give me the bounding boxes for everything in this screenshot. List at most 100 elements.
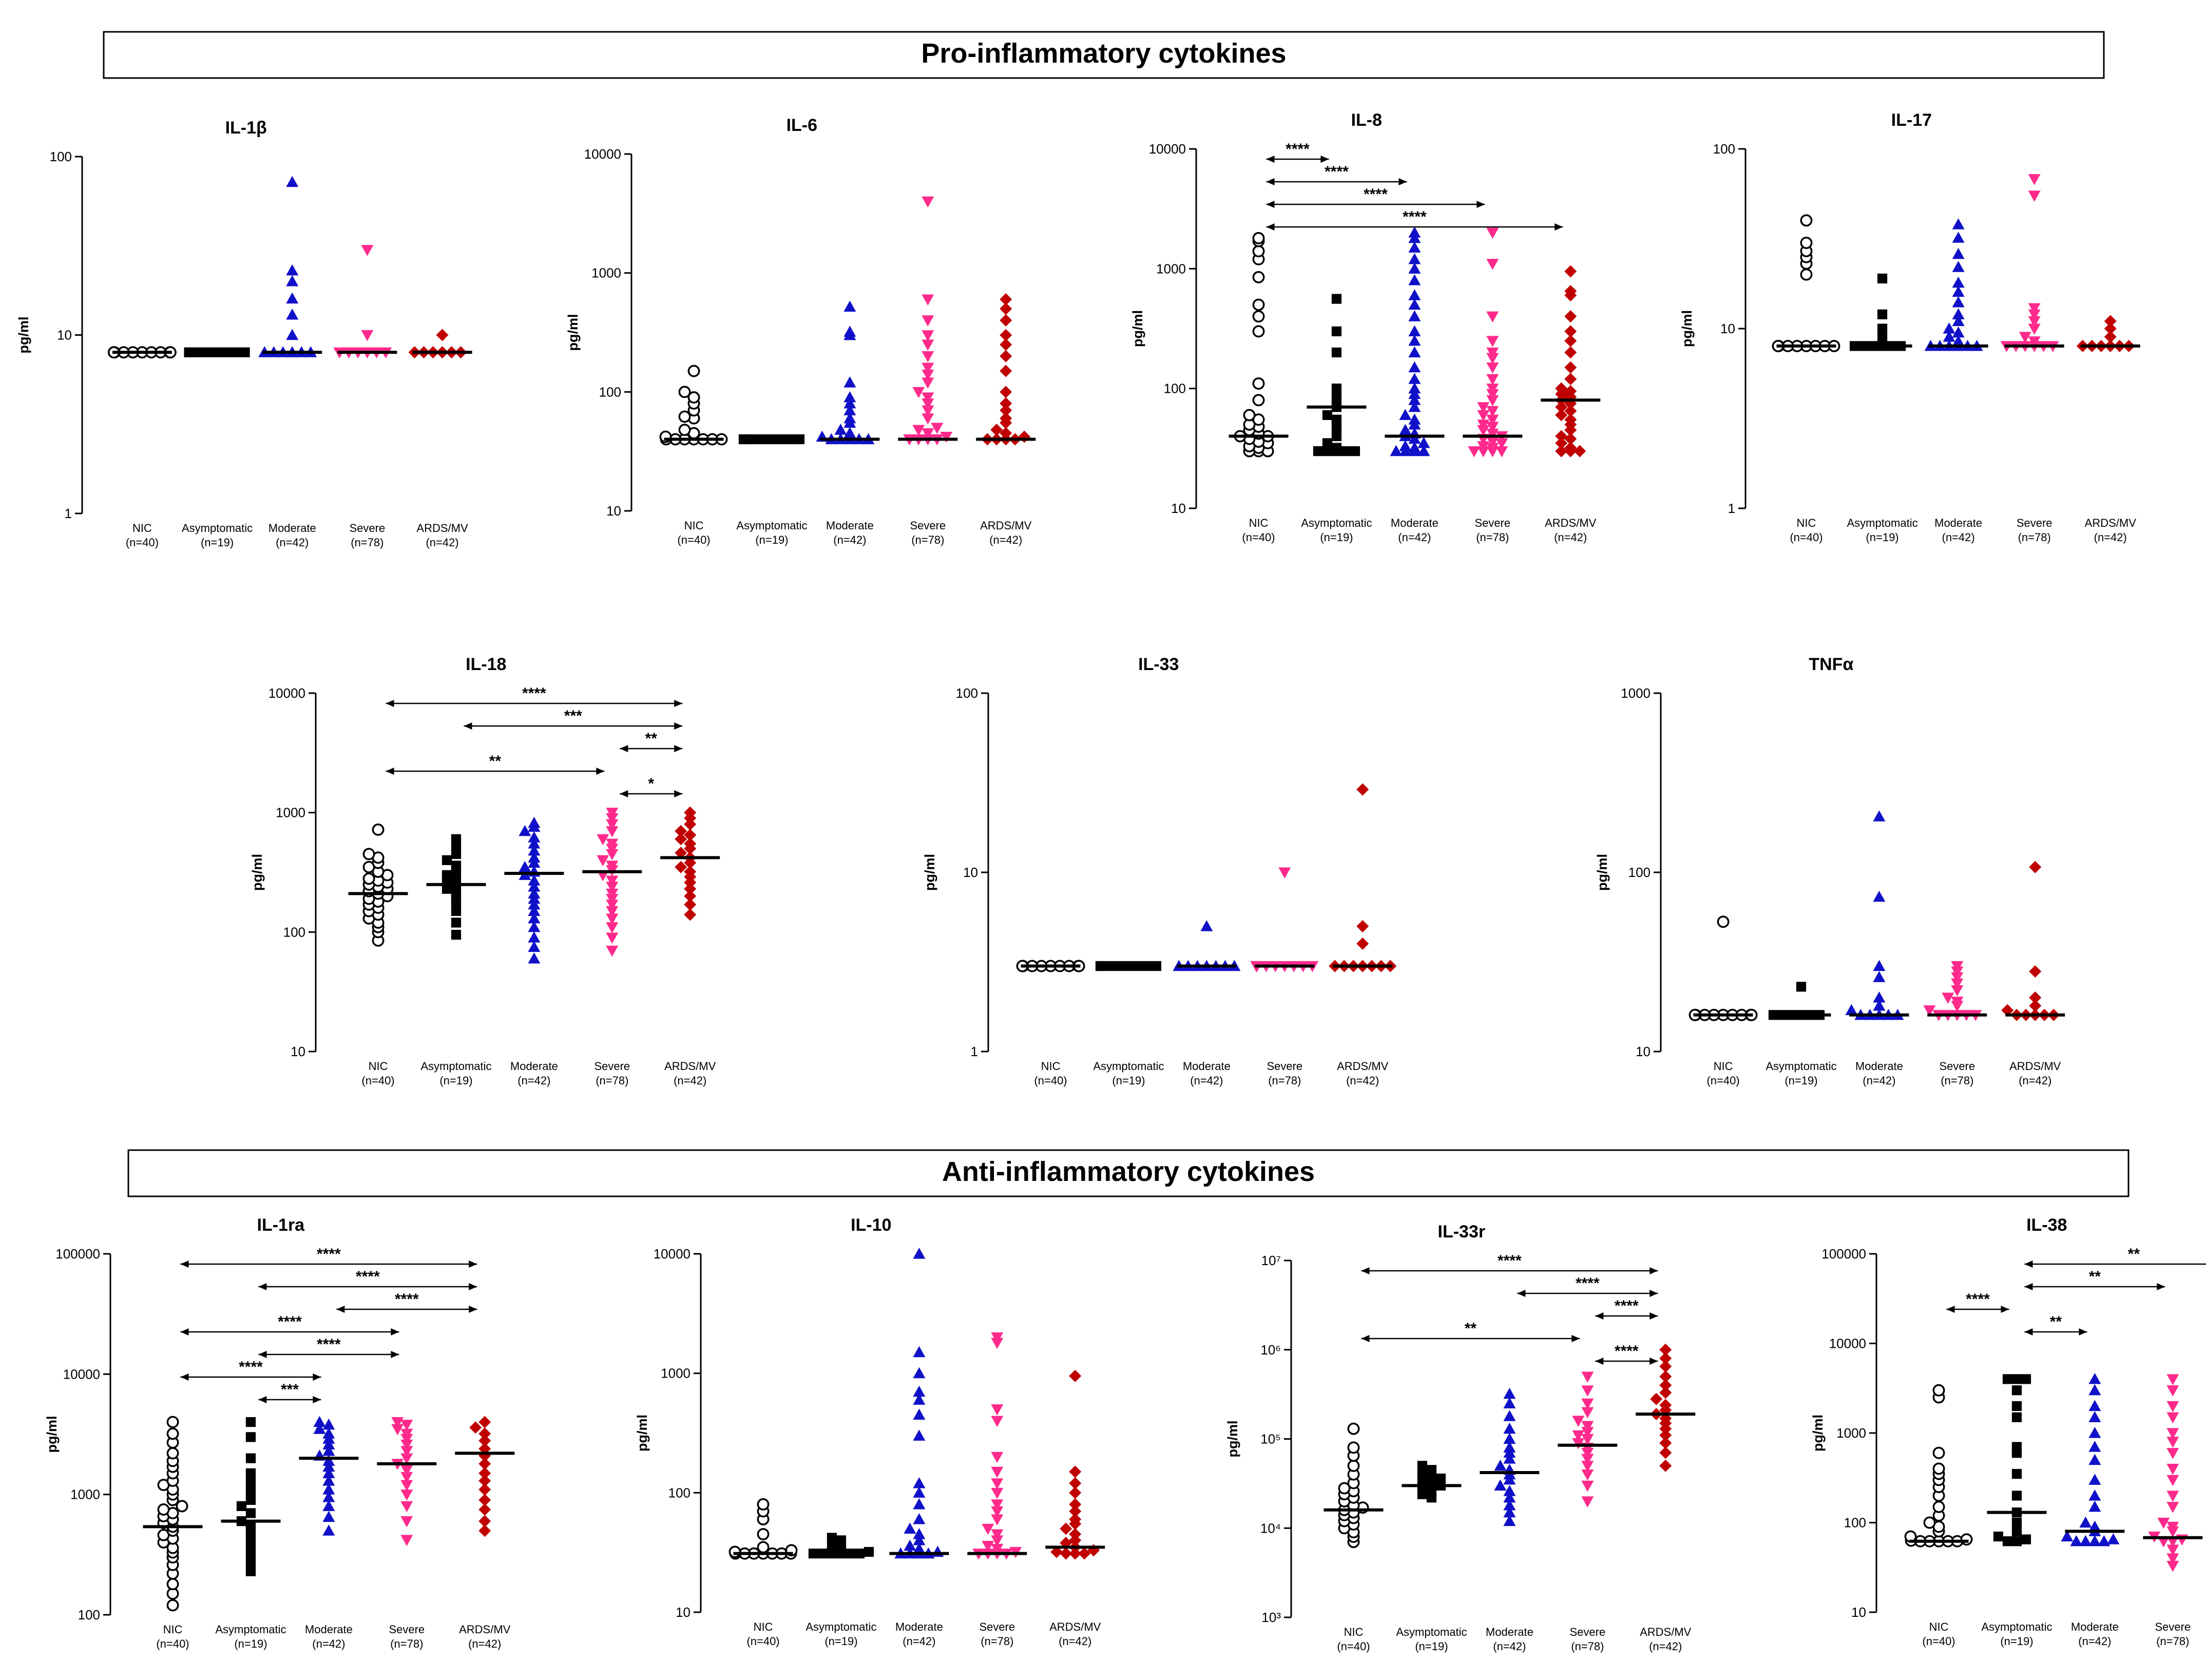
data-point xyxy=(1477,402,1490,413)
x-category-label: ARDS/MV xyxy=(2009,1060,2061,1073)
comparison-arrowhead xyxy=(258,1351,267,1358)
data-point xyxy=(1000,329,1012,341)
y-tick-label: 10⁴ xyxy=(1260,1520,1281,1536)
data-point xyxy=(2104,315,2117,328)
data-point xyxy=(2166,1448,2179,1459)
x-category-label: Severe xyxy=(1569,1626,1605,1638)
data-point xyxy=(1252,298,1265,311)
data-point xyxy=(843,326,856,337)
data-point xyxy=(836,1535,847,1545)
data-point xyxy=(1408,310,1421,321)
data-point xyxy=(1800,214,1813,227)
data-point xyxy=(1408,334,1421,346)
x-category-n: (n=42) xyxy=(1863,1074,1895,1087)
data-point xyxy=(1564,310,1577,323)
data-point xyxy=(1486,406,1499,417)
x-category-label: NIC xyxy=(369,1060,388,1073)
data-point xyxy=(469,1421,482,1434)
data-point xyxy=(1942,992,1954,1004)
data-point xyxy=(991,1529,1004,1541)
data-point xyxy=(1952,232,1965,243)
data-point xyxy=(2029,861,2042,873)
y-axis-label: pg/ml xyxy=(44,1416,60,1453)
comparison-arrowhead xyxy=(1595,1358,1604,1365)
data-point xyxy=(1278,867,1291,879)
data-point xyxy=(922,413,934,425)
data-point xyxy=(991,1514,1004,1525)
data-point xyxy=(1503,1387,1516,1399)
significance-label: * xyxy=(648,775,654,792)
x-category-n: (n=42) xyxy=(276,536,309,549)
data-point xyxy=(2011,1374,2022,1384)
data-point xyxy=(2002,1536,2013,1547)
data-point xyxy=(606,882,619,893)
y-tick-label: 10 xyxy=(1720,321,1735,336)
data-point xyxy=(322,1474,335,1486)
data-point xyxy=(1486,422,1499,433)
y-axis-label: pg/ml xyxy=(250,854,265,891)
y-tick-label: 100 xyxy=(1164,381,1186,396)
panel-title: IL-10 xyxy=(851,1215,891,1235)
x-category-label: Asymptomatic xyxy=(215,1623,286,1636)
data-point xyxy=(1555,445,1568,457)
data-point xyxy=(166,1599,179,1612)
data-point xyxy=(684,829,697,842)
data-point xyxy=(1477,410,1490,422)
significance-label: ** xyxy=(645,730,658,747)
data-point xyxy=(1873,890,1886,902)
section-box-anti xyxy=(127,1149,2130,1197)
data-point xyxy=(1486,395,1499,407)
data-point xyxy=(1486,336,1499,347)
data-point xyxy=(1659,1437,1672,1449)
data-point xyxy=(322,1511,335,1522)
data-point xyxy=(678,386,691,398)
data-point xyxy=(1356,783,1369,796)
data-point xyxy=(1555,382,1568,395)
x-category-label: Asymptomatic xyxy=(420,1060,491,1073)
data-point xyxy=(1408,361,1421,373)
data-point xyxy=(286,275,299,287)
data-point xyxy=(757,1498,770,1511)
data-point xyxy=(1581,1480,1594,1492)
data-point xyxy=(1069,1477,1082,1490)
data-point xyxy=(2011,1442,2022,1452)
data-point xyxy=(1572,1416,1585,1427)
x-category-n: (n=19) xyxy=(1112,1074,1145,1087)
x-category-n: (n=42) xyxy=(833,533,866,546)
data-point xyxy=(843,397,856,409)
data-point xyxy=(606,875,619,887)
y-axis-label: pg/ml xyxy=(922,854,937,891)
data-point xyxy=(1069,1528,1082,1541)
data-point xyxy=(442,870,452,880)
significance-label: ** xyxy=(2089,1268,2101,1285)
data-point xyxy=(1495,438,1508,450)
y-tick-label: 10⁶ xyxy=(1260,1342,1281,1358)
data-point xyxy=(2166,1502,2179,1513)
comparison-arrowhead xyxy=(1361,1267,1370,1274)
data-point xyxy=(478,1467,491,1480)
data-point xyxy=(606,838,619,850)
data-point xyxy=(1408,394,1421,405)
x-category-n: (n=19) xyxy=(824,1635,857,1648)
data-point xyxy=(2011,1491,2022,1501)
data-point xyxy=(2028,174,2041,185)
section-title-pro: Pro-inflammatory cytokines xyxy=(921,38,1286,69)
data-point xyxy=(2019,332,2031,343)
data-point xyxy=(478,1457,491,1470)
data-point xyxy=(1581,1421,1594,1433)
data-point xyxy=(1659,1459,1672,1472)
data-point xyxy=(1952,285,1965,297)
y-tick-label: 1000 xyxy=(661,1366,690,1381)
y-tick-label: 10000 xyxy=(63,1366,100,1382)
data-point xyxy=(913,1346,926,1358)
data-point xyxy=(1503,1433,1516,1444)
data-point xyxy=(1000,404,1012,417)
data-point xyxy=(519,825,531,836)
data-point xyxy=(1252,271,1265,283)
data-point xyxy=(1800,268,1813,281)
data-point xyxy=(2011,1517,2022,1528)
data-point xyxy=(1417,1461,1428,1471)
comparison-arrowhead xyxy=(1361,1335,1370,1342)
data-point xyxy=(313,1423,326,1434)
